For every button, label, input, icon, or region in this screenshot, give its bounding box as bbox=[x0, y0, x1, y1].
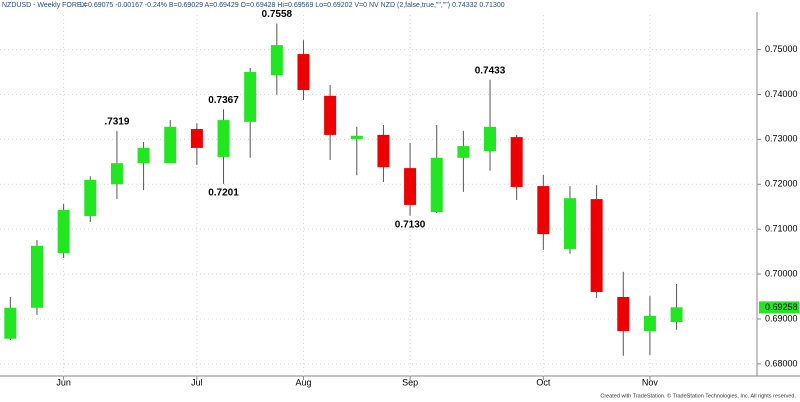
candle-body bbox=[217, 120, 230, 157]
y-tick-label: 0.69000 bbox=[765, 313, 798, 323]
candle-body bbox=[457, 146, 470, 158]
candle-body bbox=[137, 147, 150, 164]
y-tick-label: 0.71000 bbox=[765, 224, 798, 234]
y-tick-label: 0.68000 bbox=[765, 358, 798, 368]
candle-body bbox=[643, 315, 656, 332]
annotation: 0.7558 bbox=[262, 9, 293, 20]
candle-body bbox=[244, 72, 257, 122]
last-price-label: 0.69258 bbox=[765, 302, 798, 312]
y-tick-label: 0.74000 bbox=[765, 89, 798, 99]
annotation: 0.7201 bbox=[208, 187, 239, 198]
chart-title: NZDUSD - Weekly FOREX bbox=[2, 2, 87, 9]
y-tick-label: 0.75000 bbox=[765, 44, 798, 54]
candle-body bbox=[270, 45, 283, 76]
candle-body bbox=[484, 126, 497, 152]
candle-body bbox=[377, 134, 390, 168]
footer: Created with TradeStation. © TradeStatio… bbox=[600, 392, 796, 399]
candle-body bbox=[30, 245, 43, 308]
candle-body bbox=[4, 307, 17, 339]
candle-body bbox=[297, 54, 310, 90]
annotation: 0.7433 bbox=[475, 65, 506, 76]
x-tick-label: Sep bbox=[402, 377, 418, 387]
candle-body bbox=[84, 179, 97, 217]
candle-body bbox=[590, 199, 603, 293]
y-tick-label: 0.70000 bbox=[765, 268, 798, 278]
candle-body bbox=[110, 163, 123, 185]
x-tick-label: Nov bbox=[642, 377, 659, 387]
annotation: 0.7130 bbox=[395, 219, 426, 230]
x-tick-label: Aug bbox=[295, 377, 311, 387]
candle-body bbox=[617, 296, 630, 332]
candle-body bbox=[57, 209, 70, 253]
candle-body bbox=[563, 198, 576, 249]
candle-body bbox=[430, 157, 443, 213]
x-tick-label: Jun bbox=[56, 377, 71, 387]
candle-body bbox=[537, 186, 550, 235]
annotation: 0.7367 bbox=[208, 95, 239, 106]
y-tick-label: 0.73000 bbox=[765, 134, 798, 144]
candle-body bbox=[324, 95, 337, 135]
annotation: .7319 bbox=[104, 116, 129, 127]
candle-body bbox=[510, 137, 523, 187]
candle-body bbox=[164, 126, 177, 164]
last-price-box bbox=[759, 301, 799, 314]
candle-body bbox=[670, 307, 683, 323]
y-tick-label: 0.72000 bbox=[765, 179, 798, 189]
x-tick-label: Oct bbox=[536, 377, 551, 387]
candle-body bbox=[350, 135, 363, 139]
chart-subtitle: L=0.69075 -0.00167 -0.24% B=0.69029 A=0.… bbox=[80, 2, 505, 9]
candle-body bbox=[190, 129, 203, 148]
x-tick-label: Jul bbox=[191, 377, 203, 387]
candle-body bbox=[404, 168, 417, 205]
